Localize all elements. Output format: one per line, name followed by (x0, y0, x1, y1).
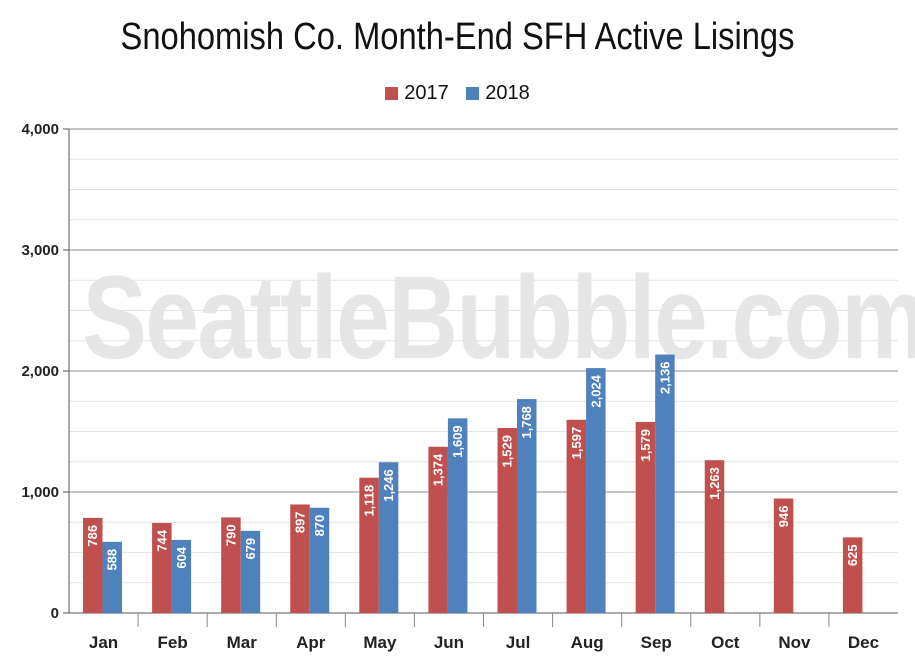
x-tick-label: Oct (711, 633, 740, 652)
chart-title: Snohomish Co. Month-End SFH Active Lisin… (120, 16, 795, 58)
bar-2017-jan (83, 517, 103, 613)
data-label-2017-jan: 786 (85, 525, 100, 547)
legend-label-2017: 2017 (404, 82, 449, 104)
x-tick-label: Mar (227, 633, 258, 652)
data-label-2017-nov: 946 (776, 506, 791, 528)
y-tick-label: 3,000 (21, 242, 59, 259)
x-tick-label: Sep (641, 633, 672, 652)
legend-label-2018: 2018 (485, 82, 530, 104)
x-tick-label: Apr (296, 633, 326, 652)
data-label-2017-apr: 897 (293, 511, 308, 533)
data-label-2018-mar: 679 (243, 538, 258, 560)
x-tick-label: Nov (778, 633, 811, 652)
bar-2017-jul (497, 427, 517, 613)
y-tick-label: 0 (51, 605, 59, 622)
x-tick-label: Aug (571, 633, 604, 652)
watermark: SeattleBubble.com (82, 252, 915, 384)
bar-2017-feb (152, 522, 172, 613)
data-label-2017-may: 1,118 (362, 485, 377, 517)
data-label-2018-jan: 588 (105, 549, 120, 571)
bar-2017-mar (221, 517, 241, 613)
data-label-2018-jun: 1,609 (450, 425, 465, 458)
bar-2018-may (378, 462, 399, 613)
x-tick-label: Jul (506, 633, 531, 652)
legend-item-2017: 2017 (385, 82, 449, 105)
bar-2018-feb (171, 539, 192, 613)
bar-2017-dec (842, 537, 863, 613)
y-tick-label: 1,000 (21, 484, 59, 501)
data-label-2017-feb: 744 (154, 529, 169, 551)
data-label-2017-oct: 1,263 (707, 467, 722, 500)
data-label-2017-aug: 1,597 (569, 427, 584, 460)
data-label-2017-dec: 625 (845, 544, 860, 566)
bar-2017-oct (704, 460, 725, 613)
bar-2018-mar (240, 530, 261, 613)
data-label-2018-sep: 2,136 (657, 362, 672, 395)
data-label-2017-jun: 1,374 (431, 453, 446, 486)
x-tick-label: Jan (89, 633, 118, 652)
bar-2018-jun (447, 418, 468, 613)
bar-2018-apr (309, 507, 330, 613)
x-tick-label: Dec (848, 633, 879, 652)
data-label-2018-feb: 604 (174, 546, 189, 568)
bar-2017-jun (428, 446, 448, 613)
legend-swatch-2018 (466, 87, 480, 100)
data-label-2017-mar: 790 (223, 524, 238, 546)
x-tick-label: Jun (434, 633, 464, 652)
legend: 2017 2018 (0, 82, 915, 106)
data-label-2018-may: 1,246 (381, 469, 396, 502)
legend-swatch-2017 (385, 87, 399, 100)
bar-2017-may (359, 477, 379, 613)
bar-2017-apr (290, 504, 310, 613)
data-label-2018-aug: 2,024 (588, 374, 603, 407)
y-tick-label: 2,000 (21, 363, 59, 380)
bar-2017-sep (635, 421, 656, 613)
x-tick-label: Feb (158, 633, 188, 652)
x-tick-label: May (363, 633, 397, 652)
legend-item-2018: 2018 (466, 82, 530, 105)
bar-2018-aug (586, 368, 606, 613)
data-label-2017-sep: 1,579 (638, 429, 653, 462)
bar-2018-jul (517, 399, 537, 613)
data-label-2018-jul: 1,768 (519, 406, 534, 439)
data-label-2017-jul: 1,529 (500, 435, 515, 468)
data-label-2018-apr: 870 (312, 515, 327, 537)
bar-2017-nov (773, 498, 794, 613)
bar-2017-aug (566, 419, 587, 613)
bar-2018-sep (655, 354, 675, 613)
bar-2018-jan (102, 541, 122, 613)
y-tick-label: 4,000 (21, 121, 59, 138)
